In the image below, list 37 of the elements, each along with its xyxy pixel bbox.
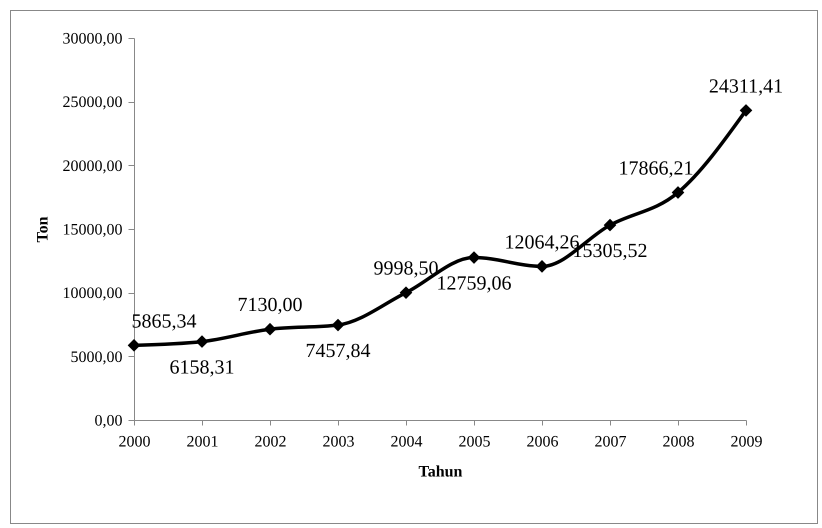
- point: [196, 335, 208, 348]
- point: [536, 260, 548, 273]
- text: 7457,84: [306, 340, 370, 362]
- x-tick-label: 2005: [458, 434, 490, 450]
- y-tick-label: 5000,00: [70, 348, 122, 366]
- point: [672, 186, 684, 199]
- x-tick-label: 2001: [186, 434, 218, 450]
- x-tick-label: 2008: [662, 434, 694, 450]
- text: 9998,50: [374, 258, 438, 280]
- text: 24311,41: [708, 75, 784, 98]
- x-tick-label: 2000: [118, 434, 150, 450]
- point: [128, 338, 140, 352]
- x-tick-label: 2006: [526, 434, 558, 450]
- point: [264, 322, 276, 336]
- point: [468, 251, 480, 264]
- x-axis-title: Tahun: [418, 464, 463, 480]
- point: [740, 104, 752, 117]
- point: [400, 286, 412, 300]
- x-tick-label: 2007: [594, 434, 626, 450]
- y-tick-label: 25000,00: [62, 94, 122, 112]
- y-axis-title: Ton: [34, 216, 52, 243]
- text: 6158,31: [170, 356, 234, 379]
- y-tick-label: 30000,00: [62, 30, 122, 48]
- x-tick-label: 2009: [730, 434, 762, 450]
- y-tick-label: 10000,00: [62, 285, 122, 302]
- y-tick-label: 20000,00: [62, 158, 122, 175]
- y-tick-label: 15000,00: [62, 222, 122, 238]
- point: [332, 318, 344, 332]
- text: 17866,21: [618, 158, 694, 180]
- text: 12759,06: [436, 272, 512, 295]
- text: 7130,00: [238, 294, 302, 316]
- x-tick-label: 2003: [322, 434, 354, 450]
- point: [604, 218, 616, 232]
- text: 5865,34: [132, 310, 196, 332]
- x-tick-label: 2002: [254, 434, 286, 450]
- y-tick-label: 0,00: [94, 412, 122, 430]
- x-tick-label: 2004: [390, 434, 422, 450]
